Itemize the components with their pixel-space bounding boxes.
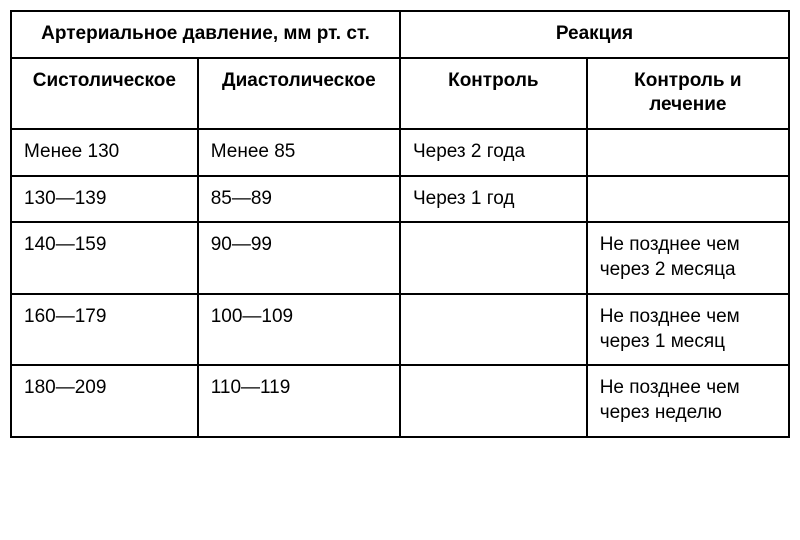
- cell-control: [400, 294, 587, 365]
- header-systolic: Систолическое: [11, 58, 198, 129]
- header-reaction: Реакция: [400, 11, 789, 58]
- cell-treatment: Не позднее чем через 2 месяца: [587, 222, 789, 293]
- cell-control: [400, 222, 587, 293]
- cell-systolic: 130—139: [11, 176, 198, 223]
- header-control: Контроль: [400, 58, 587, 129]
- table-header-main-row: Артериальное давление, мм рт. ст. Реакци…: [11, 11, 789, 58]
- cell-systolic: Менее 130: [11, 129, 198, 176]
- cell-treatment: [587, 176, 789, 223]
- table-row: 180—209 110—119 Не позднее чем через нед…: [11, 365, 789, 436]
- table-row: 160—179 100—109 Не позднее чем через 1 м…: [11, 294, 789, 365]
- cell-treatment: Не позднее чем через 1 месяц: [587, 294, 789, 365]
- table-row: Менее 130 Менее 85 Через 2 года: [11, 129, 789, 176]
- cell-diastolic: 110—119: [198, 365, 400, 436]
- blood-pressure-table: Артериальное давление, мм рт. ст. Реакци…: [10, 10, 790, 438]
- header-pressure: Артериальное давление, мм рт. ст.: [11, 11, 400, 58]
- cell-systolic: 160—179: [11, 294, 198, 365]
- cell-treatment: Не позднее чем через неделю: [587, 365, 789, 436]
- header-treatment: Контроль и лечение: [587, 58, 789, 129]
- table-row: 130—139 85—89 Через 1 год: [11, 176, 789, 223]
- cell-control: [400, 365, 587, 436]
- cell-systolic: 180—209: [11, 365, 198, 436]
- header-diastolic: Диастолическое: [198, 58, 400, 129]
- cell-diastolic: 85—89: [198, 176, 400, 223]
- cell-control: Через 2 года: [400, 129, 587, 176]
- cell-diastolic: Менее 85: [198, 129, 400, 176]
- cell-systolic: 140—159: [11, 222, 198, 293]
- cell-diastolic: 100—109: [198, 294, 400, 365]
- table-row: 140—159 90—99 Не позднее чем через 2 мес…: [11, 222, 789, 293]
- cell-diastolic: 90—99: [198, 222, 400, 293]
- table-header-sub-row: Систолическое Диастолическое Контроль Ко…: [11, 58, 789, 129]
- cell-control: Через 1 год: [400, 176, 587, 223]
- cell-treatment: [587, 129, 789, 176]
